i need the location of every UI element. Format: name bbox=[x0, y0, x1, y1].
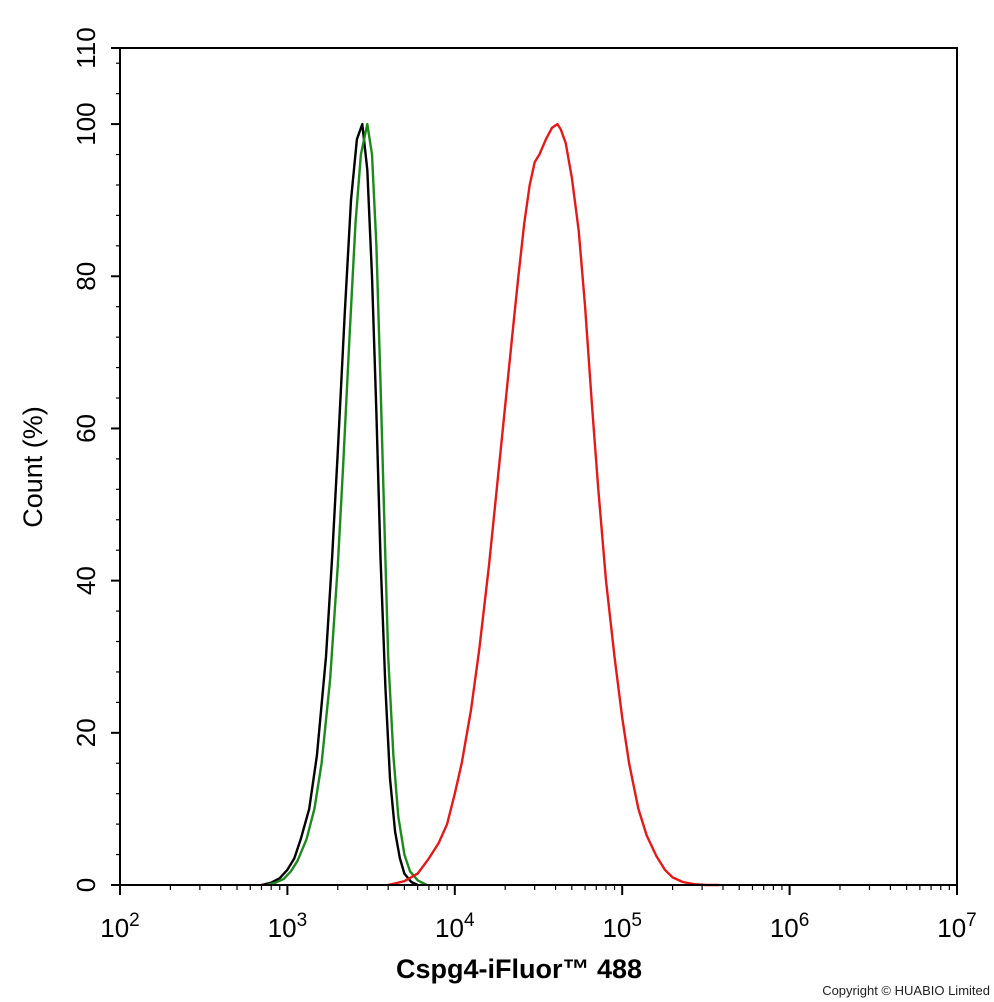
y-tick-label-3: 60 bbox=[71, 414, 101, 443]
x-tick-label-5: 107 bbox=[937, 910, 977, 943]
series-0-line bbox=[261, 122, 419, 887]
y-tick-label-0: 0 bbox=[71, 878, 101, 892]
plot-curves bbox=[261, 122, 720, 887]
series-2-line bbox=[387, 122, 720, 887]
x-axis: 102 103 104 105 106 107 bbox=[100, 885, 977, 943]
y-tick-label-4: 80 bbox=[71, 262, 101, 291]
x-axis-title: Cspg4-iFluor™ 488 bbox=[396, 954, 642, 984]
x-tick-label-2: 104 bbox=[435, 910, 475, 943]
series-1-line bbox=[266, 122, 428, 887]
copyright-notice: Copyright © HUABIO Limited bbox=[822, 983, 990, 998]
x-tick-label-1: 103 bbox=[268, 910, 308, 943]
y-tick-label-5: 100 bbox=[71, 102, 101, 145]
x-tick-label-3: 105 bbox=[602, 910, 642, 943]
y-axis: 0 20 40 60 80 100 110 bbox=[71, 27, 120, 892]
x-tick-label-4: 106 bbox=[770, 910, 810, 943]
x-tick-label-0: 102 bbox=[100, 910, 140, 943]
y-tick-label-2: 40 bbox=[71, 566, 101, 595]
y-axis-title: Count (%) bbox=[18, 406, 48, 528]
y-tick-label-6: 110 bbox=[71, 27, 101, 68]
plot-frame bbox=[119, 47, 958, 886]
y-tick-label-1: 20 bbox=[71, 718, 101, 747]
